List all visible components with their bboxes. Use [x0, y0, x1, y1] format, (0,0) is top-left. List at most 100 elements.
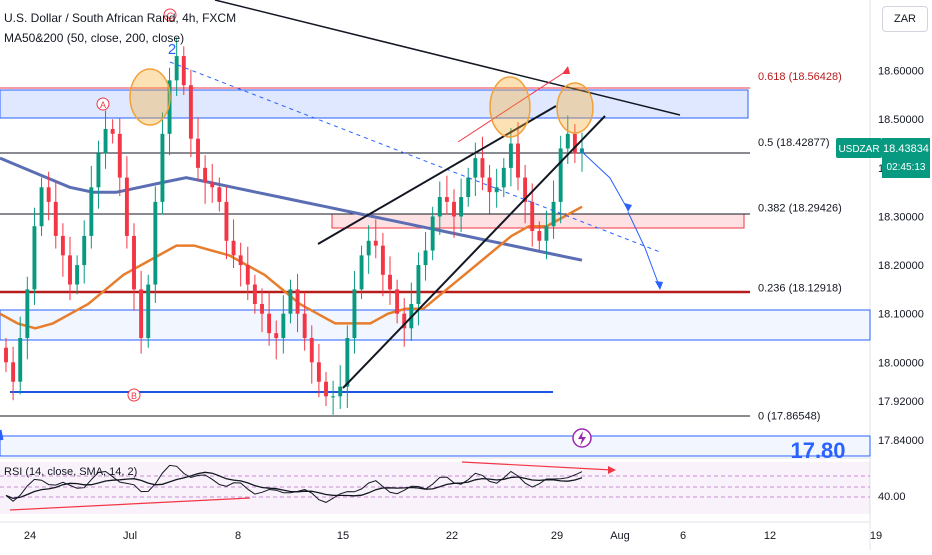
- candle-body[interactable]: [245, 265, 250, 285]
- candle-body[interactable]: [89, 187, 94, 236]
- rsi-divergence-high[interactable]: [461, 461, 613, 471]
- candle-body[interactable]: [437, 197, 442, 217]
- marker-c[interactable]: C: [163, 8, 177, 22]
- candle-body[interactable]: [25, 289, 30, 338]
- candle-body[interactable]: [132, 235, 136, 290]
- candle-body[interactable]: [224, 201, 229, 241]
- marker-b[interactable]: B: [127, 388, 141, 402]
- candle-body[interactable]: [153, 201, 158, 285]
- candle-body[interactable]: [373, 240, 378, 246]
- candle-body[interactable]: [473, 158, 478, 178]
- lower-zone[interactable]: [0, 309, 871, 341]
- projection-arrow-1[interactable]: [579, 149, 629, 211]
- candle-body[interactable]: [274, 333, 279, 338]
- wedge-upper-line[interactable]: [317, 105, 557, 245]
- candle-body[interactable]: [402, 313, 407, 329]
- resistance-zone[interactable]: [0, 89, 749, 119]
- candle-body[interactable]: [565, 133, 570, 149]
- candle-body[interactable]: [53, 201, 58, 236]
- candle-body[interactable]: [480, 158, 485, 178]
- candle-body[interactable]: [302, 313, 307, 338]
- divergence-line[interactable]: [457, 69, 569, 143]
- candle-body[interactable]: [217, 187, 222, 202]
- candle-body[interactable]: [416, 265, 421, 304]
- rsi-indicator-label[interactable]: RSI (14, close, SMA, 14, 2): [4, 466, 138, 478]
- symbol-title[interactable]: U.S. Dollar / South African Rand, 4h, FX…: [4, 11, 237, 25]
- candle-body[interactable]: [359, 255, 364, 290]
- candle-body[interactable]: [231, 240, 236, 256]
- candle-body[interactable]: [139, 289, 144, 338]
- candle-body[interactable]: [188, 85, 193, 139]
- bottom-zone[interactable]: [0, 435, 871, 457]
- candle-body[interactable]: [124, 177, 129, 236]
- time-axis[interactable]: 24 Jul 8 15 22 29 Aug 6 12 19: [24, 530, 882, 542]
- candle-body[interactable]: [324, 381, 328, 397]
- candle-body[interactable]: [238, 255, 243, 266]
- candle-body[interactable]: [103, 128, 108, 154]
- highlight-ellipse-1[interactable]: [129, 68, 171, 126]
- candle-body[interactable]: [430, 216, 435, 251]
- candle-body[interactable]: [544, 226, 549, 241]
- highlight-ellipse-2[interactable]: [489, 76, 531, 138]
- candle-body[interactable]: [388, 274, 392, 290]
- candle-body[interactable]: [501, 167, 506, 188]
- candle-body[interactable]: [380, 245, 385, 275]
- candle-body[interactable]: [68, 255, 72, 285]
- candle-body[interactable]: [167, 80, 172, 134]
- candle-body[interactable]: [281, 313, 286, 338]
- candle-body[interactable]: [316, 362, 321, 382]
- candle-body[interactable]: [32, 226, 37, 290]
- candle-body[interactable]: [508, 143, 513, 168]
- lightning-alert-icon[interactable]: [572, 428, 592, 448]
- down-trendline[interactable]: [214, 0, 681, 116]
- candle-body[interactable]: [252, 284, 257, 304]
- price-axis[interactable]: 18.6000018.5000018.4000018.3000018.20000…: [878, 66, 924, 447]
- candle-body[interactable]: [267, 313, 272, 334]
- candle-body[interactable]: [117, 133, 122, 178]
- candle-body[interactable]: [39, 187, 44, 227]
- candle-body[interactable]: [352, 289, 357, 338]
- candle-body[interactable]: [423, 250, 428, 266]
- candle-body[interactable]: [203, 167, 208, 183]
- candle-body[interactable]: [110, 128, 115, 134]
- candle-body[interactable]: [459, 197, 464, 217]
- candle-body[interactable]: [494, 187, 499, 193]
- candle-body[interactable]: [366, 240, 371, 256]
- candle-body[interactable]: [82, 235, 87, 266]
- candle-body[interactable]: [210, 182, 215, 188]
- candle-body[interactable]: [580, 148, 584, 154]
- candle-body[interactable]: [523, 177, 528, 202]
- candle-body[interactable]: [572, 133, 577, 154]
- rsi-divergence-low[interactable]: [9, 497, 251, 511]
- candle-body[interactable]: [75, 265, 80, 285]
- candle-body[interactable]: [4, 347, 8, 363]
- currency-button[interactable]: ZAR: [882, 6, 928, 32]
- candle-body[interactable]: [395, 289, 400, 314]
- candle-body[interactable]: [11, 362, 16, 382]
- candle-body[interactable]: [146, 284, 151, 338]
- candle-body[interactable]: [260, 303, 264, 314]
- candle-body[interactable]: [516, 143, 520, 178]
- candle-body[interactable]: [444, 197, 449, 202]
- rsi-ma-line[interactable]: [5, 471, 583, 499]
- candle-body[interactable]: [181, 56, 186, 86]
- candle-body[interactable]: [18, 337, 23, 382]
- candle-body[interactable]: [345, 337, 350, 387]
- candle-body[interactable]: [558, 148, 563, 202]
- candle-body[interactable]: [551, 201, 556, 227]
- candle-body[interactable]: [96, 153, 101, 188]
- candle-body[interactable]: [288, 289, 293, 314]
- ma-indicator-label[interactable]: MA50&200 (50, close, 200, close): [4, 31, 185, 45]
- candle-body[interactable]: [46, 187, 51, 202]
- candle-body[interactable]: [338, 386, 343, 397]
- candle-body[interactable]: [295, 289, 300, 314]
- candle-body[interactable]: [160, 133, 165, 202]
- candle-body[interactable]: [174, 56, 179, 81]
- current-price-tag[interactable]: USDZAR 18.43834 02:45:13: [836, 138, 930, 178]
- wedge-lower-line[interactable]: [342, 115, 606, 389]
- candle-body[interactable]: [466, 177, 471, 198]
- candle-body[interactable]: [196, 138, 200, 168]
- candle-body[interactable]: [537, 231, 542, 241]
